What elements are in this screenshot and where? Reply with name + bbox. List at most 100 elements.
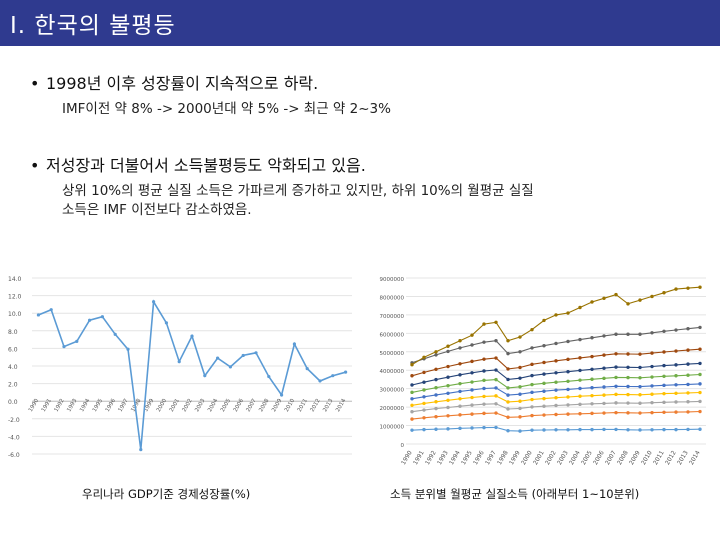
data-point — [638, 401, 642, 405]
data-point — [650, 331, 654, 335]
data-point — [674, 391, 678, 395]
data-point — [614, 365, 618, 369]
data-point — [434, 350, 438, 354]
data-point — [638, 332, 642, 336]
data-point — [566, 412, 570, 416]
data-point — [542, 428, 546, 432]
data-point — [554, 341, 558, 346]
data-point — [434, 377, 438, 382]
y-tick-label: 0 — [401, 443, 405, 449]
y-tick-label: 2000000 — [380, 406, 405, 412]
data-point — [686, 391, 690, 395]
data-point — [554, 371, 558, 375]
data-point — [614, 332, 618, 336]
data-point — [410, 397, 414, 401]
data-point — [578, 394, 582, 398]
y-tick-label: 8000000 — [380, 295, 405, 301]
data-point — [482, 402, 486, 406]
data-point — [698, 390, 702, 395]
data-point — [494, 356, 498, 360]
data-point — [638, 384, 642, 389]
data-point — [566, 311, 570, 315]
data-point — [542, 413, 546, 417]
data-point — [578, 378, 582, 382]
data-point — [422, 355, 426, 360]
data-point — [542, 360, 546, 365]
data-point — [566, 428, 570, 432]
x-tick-label: 2006 — [233, 398, 245, 414]
data-point — [626, 352, 630, 356]
data-point — [446, 391, 450, 395]
data-point — [662, 350, 666, 354]
data-point — [698, 372, 702, 377]
data-point — [542, 343, 546, 348]
data-point — [602, 401, 606, 406]
data-point — [422, 427, 426, 432]
x-tick-label: 2003 — [194, 398, 206, 414]
x-tick-label: 2004 — [207, 398, 219, 414]
data-point — [554, 359, 558, 363]
y-tick-label: 3000000 — [380, 388, 405, 394]
data-point — [458, 339, 462, 343]
income-chart: 9000000 8000000 7000000 6000000 5000000 40000… — [370, 268, 712, 476]
data-point — [614, 292, 618, 297]
data-point — [578, 412, 582, 416]
data-point — [410, 390, 414, 395]
data-point — [530, 390, 534, 395]
bullet-2: • 저성장과 더불어서 소득불평등도 악화되고 있음. — [30, 152, 366, 176]
data-point — [458, 389, 462, 394]
data-point — [494, 394, 498, 398]
data-point — [638, 393, 642, 397]
series-line — [38, 299, 346, 450]
data-point — [626, 375, 630, 380]
data-point — [506, 377, 510, 382]
data-point — [434, 367, 438, 371]
data-point — [446, 405, 450, 410]
data-point — [36, 313, 40, 317]
data-point — [506, 367, 510, 371]
data-point — [494, 425, 498, 430]
bullet-dot: • — [30, 74, 40, 93]
data-point — [542, 389, 546, 393]
data-point — [422, 416, 426, 420]
y-tick-label: 6000000 — [380, 332, 405, 338]
y-tick-label: -6.0 — [8, 452, 20, 459]
x-tick-label: 2014 — [335, 398, 347, 414]
data-point — [662, 400, 666, 405]
data-point — [542, 318, 546, 323]
data-point — [626, 365, 630, 369]
data-point — [100, 315, 104, 319]
data-point — [698, 409, 702, 414]
data-point — [470, 388, 474, 392]
data-point — [410, 410, 414, 414]
data-point — [590, 367, 594, 371]
x-tick-label: 1990 — [28, 398, 40, 414]
data-point — [530, 362, 534, 367]
y-tick-label: 14.0 — [8, 276, 22, 283]
data-point — [614, 375, 618, 380]
data-point — [482, 394, 486, 399]
data-point — [494, 339, 498, 343]
data-point — [590, 300, 594, 304]
data-point — [674, 363, 678, 367]
data-point — [62, 345, 66, 349]
data-point — [518, 392, 522, 396]
data-point — [292, 342, 296, 346]
data-point — [578, 427, 582, 432]
data-point — [578, 386, 582, 391]
data-point — [482, 340, 486, 344]
data-point — [482, 411, 486, 416]
data-point — [470, 380, 474, 384]
bullet-2-text: 저성장과 더불어서 소득불평등도 악화되고 있음. — [46, 156, 366, 175]
data-point — [602, 296, 606, 300]
data-point — [530, 413, 534, 418]
data-point — [254, 351, 258, 355]
x-tick-label: 2007 — [246, 398, 258, 414]
data-point — [422, 395, 426, 399]
data-point — [506, 393, 510, 397]
data-point — [410, 374, 414, 378]
data-point — [494, 402, 498, 406]
y-tick-label: 12.0 — [8, 294, 22, 301]
data-point — [650, 364, 654, 369]
data-point — [331, 374, 335, 378]
